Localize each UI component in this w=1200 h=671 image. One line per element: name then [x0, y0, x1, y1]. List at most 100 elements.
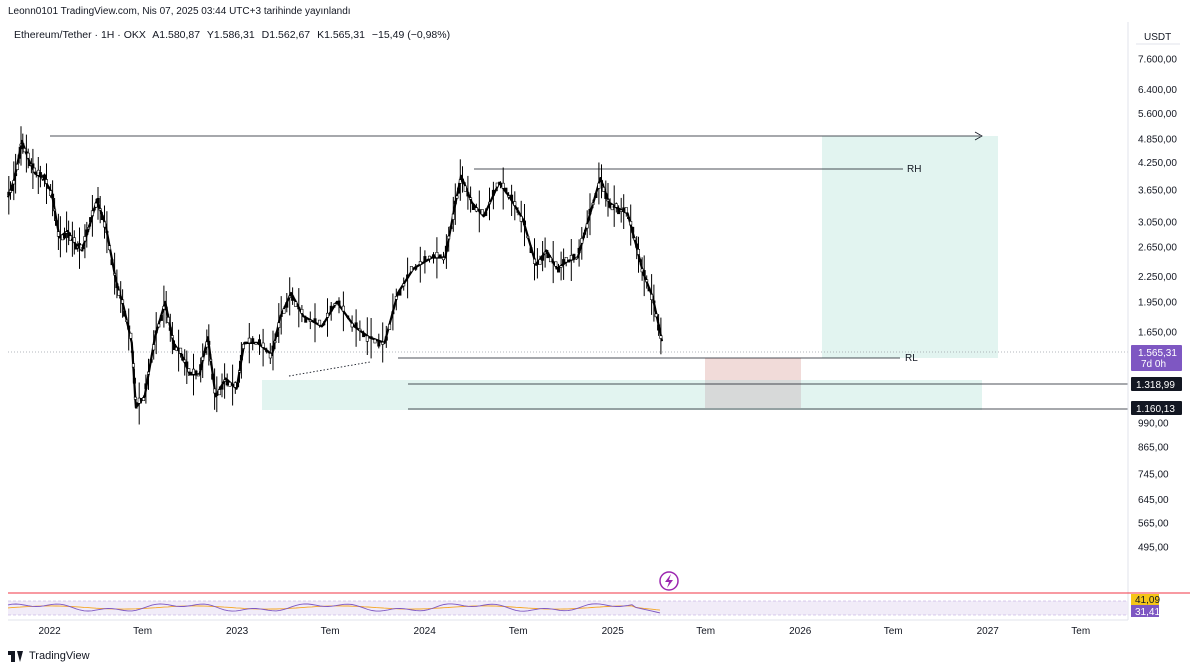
candle-body: [577, 247, 581, 253]
level-badge-2[interactable]: [1131, 401, 1182, 415]
candle-body: [83, 236, 87, 242]
price-tick-label: 2.650,00: [1138, 243, 1177, 254]
level-value-1: 1.318,99: [1136, 380, 1175, 391]
candle-body: [354, 322, 358, 329]
candle-body: [638, 259, 642, 263]
candle-body: [423, 256, 427, 262]
footer-brand: TradingView: [29, 650, 90, 662]
candle-body: [192, 368, 196, 375]
green-zone-target[interactable]: [822, 136, 998, 358]
candle-body: [551, 261, 555, 264]
red-zone-stop[interactable]: [705, 358, 801, 380]
candle-body: [484, 211, 488, 216]
candle-body: [522, 220, 526, 226]
trend-dotted-line[interactable]: [288, 361, 371, 377]
candle-body: [51, 193, 55, 199]
time-tick-label: 2027: [977, 626, 1000, 637]
candle-body: [504, 187, 508, 193]
lightning-icon[interactable]: [659, 571, 679, 591]
candle-body: [49, 190, 53, 196]
candle-body: [526, 236, 530, 239]
candle-body: [92, 208, 96, 211]
candle-body: [556, 267, 560, 273]
candle-body: [72, 237, 76, 243]
axis-currency-label[interactable]: USDT: [1144, 32, 1171, 43]
candle-body: [47, 186, 51, 189]
gray-zone-entry[interactable]: [705, 380, 801, 408]
countdown-value: 7d 0h: [1141, 359, 1166, 370]
candle-body: [650, 293, 654, 300]
candle-body: [220, 384, 224, 390]
green-zone-support[interactable]: [262, 380, 982, 410]
candle-body: [585, 223, 589, 229]
price-tick-label: 745,00: [1138, 469, 1169, 480]
footer[interactable]: TradingView: [8, 650, 90, 662]
price-tick-label: 1.950,00: [1138, 297, 1177, 308]
candle-body: [529, 247, 533, 253]
candle-body: [103, 221, 107, 228]
candle-body: [304, 317, 308, 323]
candle-body: [113, 273, 117, 276]
candle-body: [100, 215, 104, 221]
ohlc-high: Y1.586,31: [206, 29, 255, 41]
candle-body: [377, 340, 381, 347]
candle-body: [14, 173, 18, 177]
symbol-legend[interactable]: Ethereum/Tether · 1H · OKX A1.580,87 Y1.…: [14, 29, 454, 41]
candle-body: [414, 266, 418, 270]
candle-body: [594, 193, 598, 198]
time-tick-label: 2025: [602, 626, 625, 637]
candle-body: [213, 388, 217, 394]
candle-body: [17, 154, 21, 159]
candle-body: [96, 198, 100, 204]
candle-body: [318, 319, 322, 326]
candle-body: [402, 283, 406, 287]
candle-body: [217, 389, 221, 396]
rsi-line[interactable]: [7, 603, 661, 614]
candle-body: [654, 313, 658, 318]
candle-body: [271, 345, 275, 351]
candle-body: [291, 295, 295, 301]
candles: [7, 126, 663, 425]
candle-body: [285, 302, 289, 308]
price-tick-label: 645,00: [1138, 495, 1169, 506]
candle-body: [645, 279, 649, 283]
candle-body: [597, 182, 601, 189]
candle-body: [215, 393, 219, 396]
price-tick-label: 6.400,00: [1138, 85, 1177, 96]
candle-body: [127, 325, 131, 330]
candle-body: [21, 143, 25, 150]
candle-body: [23, 148, 27, 153]
candle-body: [54, 220, 58, 226]
candle-body: [10, 185, 14, 192]
candle-body: [657, 324, 661, 331]
price-tick-label: 1.650,00: [1138, 327, 1177, 338]
time-tick-label: 2026: [789, 626, 812, 637]
level-badge-1[interactable]: [1131, 377, 1182, 391]
price-tick-label: 565,00: [1138, 519, 1169, 530]
price-axis[interactable]: 7.600,00 6.400,00 5.600,00 4.850,00 4.250,00…: [1138, 54, 1177, 553]
candle-body: [154, 330, 158, 334]
rsi-ma-badge[interactable]: [1131, 594, 1159, 605]
candle-body: [183, 359, 187, 363]
candle-body: [569, 255, 573, 261]
candle-body: [89, 217, 93, 223]
candle-body: [398, 289, 402, 296]
candle-body: [117, 289, 121, 296]
candle-body: [435, 252, 439, 258]
candle-body: [265, 350, 269, 353]
candle-body: [211, 373, 215, 380]
candle-body: [350, 323, 354, 328]
candle-body: [247, 337, 251, 344]
last-price-badge[interactable]: [1131, 345, 1182, 371]
candle-body: [406, 274, 410, 279]
candle-body: [203, 350, 207, 354]
time-axis[interactable]: 2022 Tem 2023 Tem 2024 Tem 2025 Tem 2026 Tem 2027 T…: [38, 626, 1090, 637]
rsi-badge[interactable]: [1131, 605, 1159, 617]
candle-body: [471, 204, 475, 211]
candle-body: [201, 356, 205, 361]
candle-body: [228, 381, 232, 387]
candle-body: [362, 332, 366, 338]
candle-body: [629, 221, 633, 226]
candle-body: [495, 182, 499, 188]
